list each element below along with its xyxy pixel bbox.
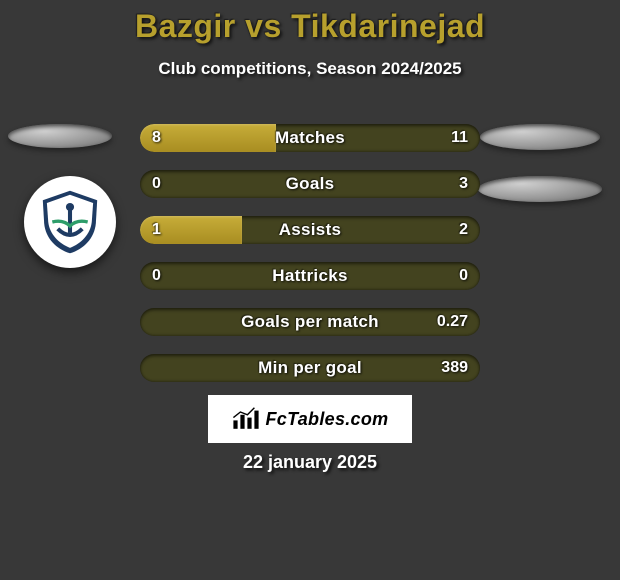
stat-row-hattricks: 0 Hattricks 0 [140,262,480,290]
player-right-shadow-1 [480,124,600,150]
stat-bars: 8 Matches 11 0 Goals 3 1 Assists 2 0 Hat… [140,124,480,400]
stat-right-value: 389 [441,354,468,382]
stat-row-goals-per-match: Goals per match 0.27 [140,308,480,336]
shield-anchor-icon [36,188,104,256]
page-title: Bazgir vs Tikdarinejad [0,8,620,45]
stat-label: Assists [140,216,480,244]
player-left-shadow [8,124,112,148]
stat-right-value: 0 [459,262,468,290]
stat-row-assists: 1 Assists 2 [140,216,480,244]
stat-right-value: 3 [459,170,468,198]
watermark-text: FcTables.com [266,409,389,430]
stat-row-min-per-goal: Min per goal 389 [140,354,480,382]
stat-row-goals: 0 Goals 3 [140,170,480,198]
stat-label: Hattricks [140,262,480,290]
bar-chart-icon [232,407,260,431]
stat-label: Goals per match [140,308,480,336]
watermark-badge: FcTables.com [208,395,412,443]
player-right-shadow-2 [478,176,602,202]
subtitle: Club competitions, Season 2024/2025 [0,59,620,79]
club-badge-left [24,176,116,268]
stat-label: Goals [140,170,480,198]
stat-label: Matches [140,124,480,152]
comparison-card: Bazgir vs Tikdarinejad Club competitions… [0,0,620,580]
stat-right-value: 0.27 [437,308,468,336]
stat-right-value: 11 [451,124,468,152]
date-line: 22 january 2025 [0,452,620,473]
stat-row-matches: 8 Matches 11 [140,124,480,152]
stat-right-value: 2 [459,216,468,244]
stat-label: Min per goal [140,354,480,382]
